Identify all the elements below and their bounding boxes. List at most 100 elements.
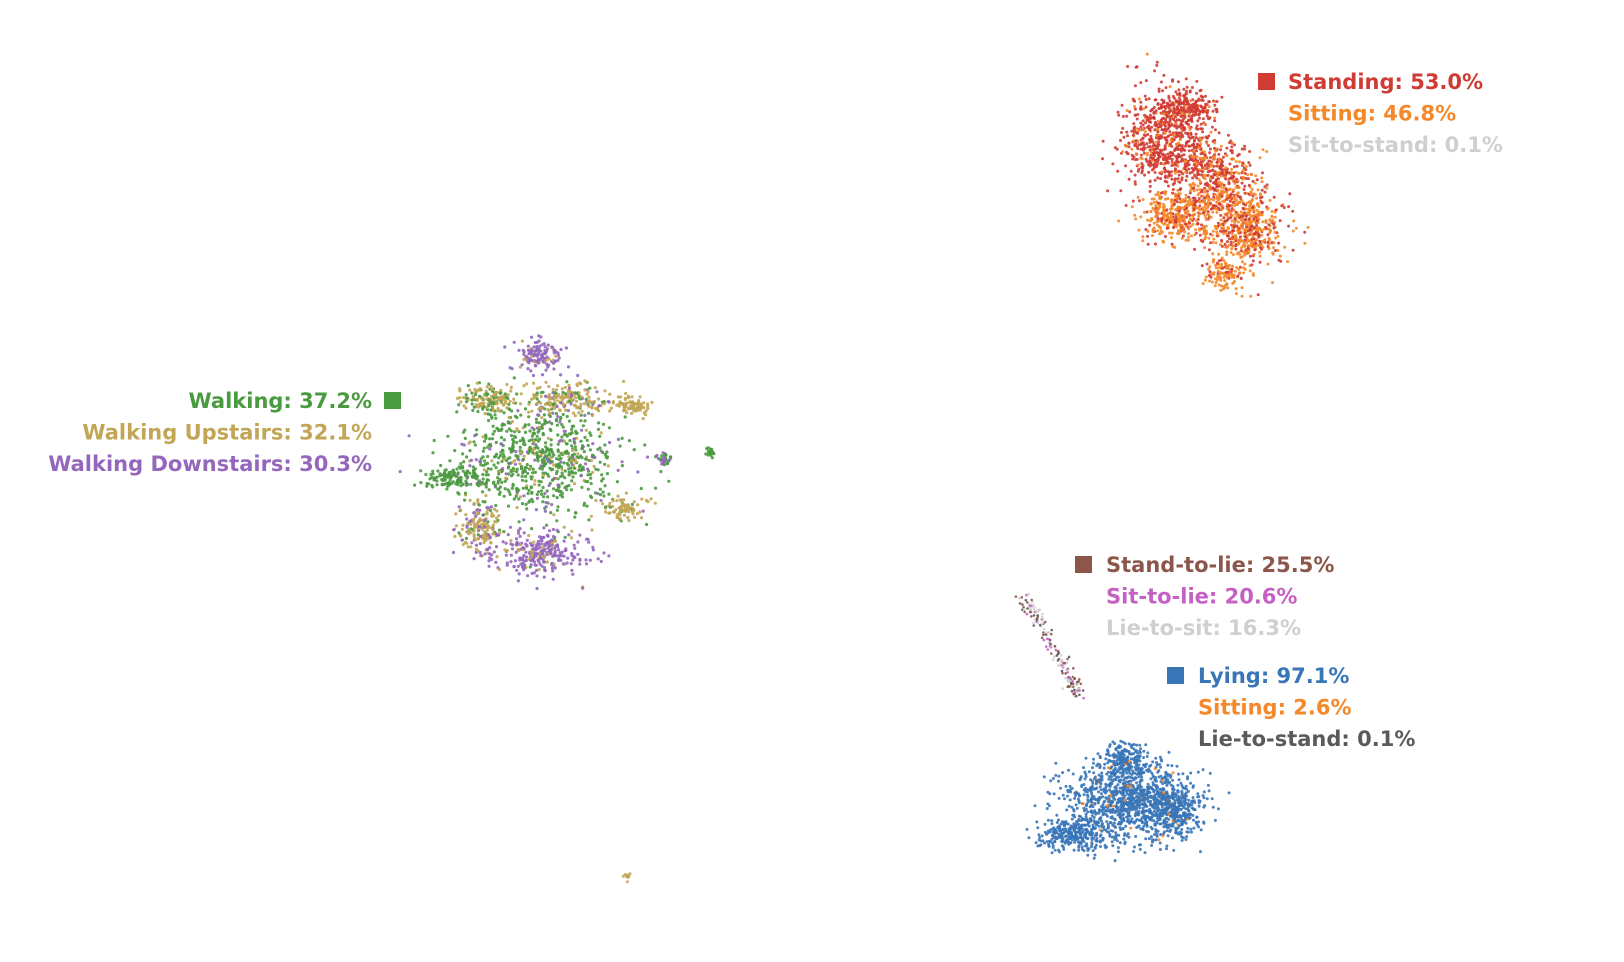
scatter-point (1145, 142, 1149, 146)
scatter-point (1148, 223, 1152, 227)
scatter-point (585, 504, 589, 508)
scatter-point (1197, 173, 1201, 176)
scatter-point (1178, 214, 1182, 218)
scatter-point (505, 382, 509, 387)
scatter-point (1230, 275, 1234, 279)
scatter-point (1207, 117, 1211, 121)
scatter-point (564, 442, 569, 446)
scatter-point (620, 500, 624, 505)
scatter-point (556, 505, 560, 509)
scatter-point (1156, 143, 1160, 147)
scatter-point (471, 465, 475, 469)
scatter-point (535, 543, 539, 547)
scatter-point (579, 454, 583, 458)
scatter-point (644, 409, 648, 413)
scatter-point (478, 387, 482, 391)
scatter-point (640, 497, 644, 501)
scatter-point (1173, 108, 1177, 112)
scatter-point (518, 445, 522, 449)
scatter-point (528, 429, 532, 433)
scatter-point (1225, 207, 1229, 211)
scatter-point (1217, 252, 1221, 256)
scatter-point (1242, 188, 1246, 191)
scatter-point (1252, 232, 1256, 236)
scatter-point (541, 450, 545, 454)
scatter-point (1194, 165, 1197, 169)
scatter-point (1159, 177, 1162, 181)
scatter-point (472, 405, 476, 409)
scatter-point (1186, 238, 1190, 242)
scatter-point (1197, 116, 1201, 120)
scatter-point (426, 482, 431, 486)
scatter-point (1244, 218, 1248, 221)
scatter-point (500, 480, 504, 484)
scatter-point (566, 365, 571, 369)
scatter-point (655, 453, 659, 458)
scatter-point (493, 390, 498, 395)
scatter-point (576, 373, 580, 378)
scatter-point (1203, 150, 1206, 154)
scatter-point (1176, 177, 1180, 181)
scatter-point (1182, 107, 1186, 111)
scatter-point (1133, 84, 1137, 88)
scatter-point (1148, 117, 1152, 121)
scatter-point (535, 574, 539, 578)
scatter-point (615, 480, 620, 484)
scatter-point (578, 468, 582, 472)
scatter-point (555, 554, 560, 558)
scatter-point (661, 461, 665, 465)
scatter-point (1148, 127, 1152, 131)
scatter-point (1246, 173, 1250, 177)
scatter-point (570, 453, 575, 457)
scatter-point (580, 485, 584, 489)
scatter-point (552, 487, 556, 491)
scatter-point (1226, 273, 1230, 277)
scatter-point (616, 494, 620, 498)
scatter-point (512, 564, 516, 569)
scatter-point (541, 485, 545, 490)
scatter-point (1184, 77, 1188, 81)
scatter-point (510, 486, 514, 490)
scatter-point (1174, 115, 1177, 119)
scatter-point (506, 393, 510, 397)
scatter-point (1184, 170, 1188, 174)
scatter-point (617, 511, 621, 515)
scatter-point (1158, 171, 1162, 175)
scatter-point (545, 347, 550, 351)
scatter-point (464, 393, 468, 397)
scatter-point (1170, 164, 1174, 167)
scatter-point (1170, 204, 1174, 208)
scatter-point (504, 476, 508, 480)
scatter-point (1232, 224, 1236, 228)
scatter-point (557, 548, 561, 552)
scatter-point (1195, 188, 1199, 192)
scatter-point (1153, 767, 1157, 771)
scatter-point (492, 507, 497, 511)
scatter-point (623, 409, 628, 413)
scatter-point (1189, 185, 1193, 189)
scatter-point (1125, 144, 1129, 148)
scatter-point (1186, 235, 1190, 239)
scatter-point (539, 401, 543, 405)
scatter-point (561, 451, 565, 455)
scatter-point (530, 527, 534, 531)
scatter-point (530, 409, 534, 413)
scatter-point (1116, 846, 1120, 850)
scatter-point (494, 466, 498, 470)
scatter-point (582, 402, 587, 406)
scatter-point (646, 455, 650, 459)
scatter-point (524, 550, 528, 554)
scatter-point (548, 539, 552, 544)
scatter-point (1130, 205, 1134, 209)
scatter-point (1178, 229, 1182, 232)
scatter-point (1170, 207, 1174, 211)
scatter-point (584, 428, 588, 432)
scatter-point (1127, 141, 1131, 145)
scatter-point (549, 468, 554, 472)
scatter-point (1064, 784, 1068, 788)
scatter-point (547, 400, 551, 404)
scatter-point (598, 493, 603, 497)
scatter-point (458, 396, 462, 400)
scatter-point (1154, 792, 1158, 796)
scatter-point (513, 434, 517, 438)
